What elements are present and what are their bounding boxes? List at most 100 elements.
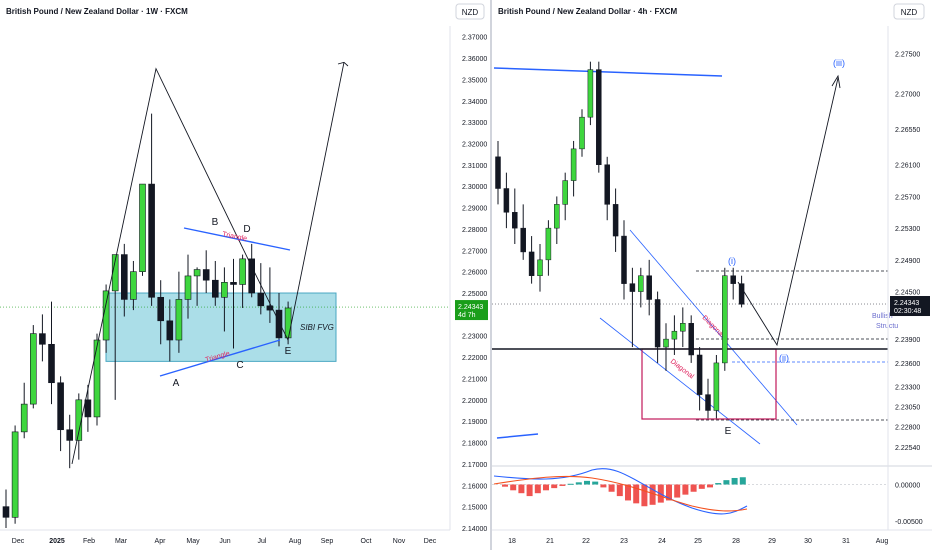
y-tick-label: 2.30000 xyxy=(462,184,487,191)
candle-body xyxy=(266,305,274,311)
candle-body xyxy=(121,254,128,300)
triangle-label-upper: Triangle xyxy=(222,231,248,243)
currency-badge-box[interactable] xyxy=(893,3,925,20)
y-tick-label: 2.22540 xyxy=(895,445,920,452)
candle-body xyxy=(654,299,661,348)
signal-line xyxy=(493,475,748,512)
weekly-chart-title: British Pound / New Zealand Dollar · 1W … xyxy=(6,7,188,16)
candle-body xyxy=(139,183,146,272)
weekly-chart-panel[interactable]: British Pound / New Zealand Dollar · 1W … xyxy=(0,0,490,550)
candle-body xyxy=(166,320,174,341)
candle-body xyxy=(629,283,636,292)
x-tick-label: Mar xyxy=(115,538,128,545)
candle-body xyxy=(66,429,73,441)
current-price-value: 2.24343 xyxy=(894,300,919,307)
macd-histogram-bar xyxy=(502,484,508,487)
currency-badge-box[interactable] xyxy=(455,3,485,20)
candle-body xyxy=(545,227,552,261)
macd-histogram-bar xyxy=(575,482,582,485)
candle-body xyxy=(212,279,219,298)
candle-countdown: 4d 7h xyxy=(458,312,476,319)
candle-body xyxy=(596,69,602,165)
macd-histogram-bar xyxy=(698,484,705,489)
current-price-badge xyxy=(890,296,930,317)
macd-histogram-bar xyxy=(739,477,746,485)
candle-body xyxy=(520,227,526,253)
currency-badge[interactable]: NZD xyxy=(462,8,479,17)
weekly-chart-svg: British Pound / New Zealand Dollar · 1W … xyxy=(0,3,488,545)
candle-body xyxy=(512,212,518,229)
candle-body xyxy=(663,338,669,348)
candle-body xyxy=(239,258,246,285)
candle-body xyxy=(29,333,37,405)
x-tick-label: Nov xyxy=(393,538,406,545)
x-tick-label: Jun xyxy=(219,538,230,545)
current-price-value: 2.24343 xyxy=(458,304,483,311)
y-tick-label: 2.18000 xyxy=(462,441,487,448)
candle-body xyxy=(570,148,577,181)
macd-histogram-bar xyxy=(584,480,590,485)
fvg-zone xyxy=(105,292,337,362)
candle-countdown: 02:30:48 xyxy=(894,308,921,315)
x-tick-label: 29 xyxy=(768,538,776,545)
currency-badge[interactable]: NZD xyxy=(901,8,918,17)
h4-chart-svg: British Pound / New Zealand Dollar · 4h … xyxy=(492,0,932,550)
macd-histogram-bar xyxy=(666,484,672,501)
macd-histogram-bar xyxy=(641,484,648,507)
candle-body xyxy=(84,399,92,418)
projection-arrowhead xyxy=(337,61,349,67)
y-tick-label: 2.26550 xyxy=(895,127,920,134)
candle-body xyxy=(157,296,164,322)
y-tick-label: 2.23300 xyxy=(895,385,920,392)
wave-label-E: E xyxy=(285,346,292,357)
macd-histogram-bar xyxy=(559,484,566,486)
x-tick-label: 23 xyxy=(620,538,628,545)
candle-body xyxy=(612,204,619,237)
y-tick-label: 2.26100 xyxy=(895,163,920,170)
x-tick-label: 24 xyxy=(658,538,666,545)
y-tick-label: 2.23050 xyxy=(895,405,920,412)
candle-body xyxy=(646,275,652,300)
y-tick-label: 2.33000 xyxy=(462,120,487,127)
candle-body xyxy=(562,180,568,205)
macd-histogram-bar xyxy=(707,484,713,488)
x-tick-label: Feb xyxy=(83,538,95,545)
candle-body xyxy=(248,258,255,294)
candle-body xyxy=(671,330,678,340)
candle-body xyxy=(230,282,237,285)
y-tick-label: 2.27000 xyxy=(462,248,487,255)
candle-body xyxy=(284,307,292,339)
x-tick-label: Dec xyxy=(12,538,25,545)
x-tick-label: Sep xyxy=(321,538,334,545)
x-tick-label: 18 xyxy=(508,538,516,545)
y-tick-label: 2.32000 xyxy=(462,141,487,148)
wave-label-e: E xyxy=(725,426,732,437)
candle-body xyxy=(275,309,283,339)
projection-arrowhead xyxy=(831,74,841,89)
y-tick-label: 2.23600 xyxy=(895,361,920,368)
candle-body xyxy=(705,394,711,411)
macd-histogram-bar xyxy=(534,484,541,494)
candle-body xyxy=(148,183,155,298)
pane-divider[interactable] xyxy=(490,0,492,550)
y-tick-label: 2.21000 xyxy=(462,376,487,383)
macd-histogram-bar xyxy=(592,481,599,485)
y-tick-label: 2.15000 xyxy=(462,505,487,512)
wave-label-iii: (iii) xyxy=(833,58,845,68)
x-tick-label: 21 xyxy=(546,538,554,545)
macd-histogram-bar xyxy=(682,484,689,495)
candle-body xyxy=(495,156,501,189)
x-tick-label: Oct xyxy=(361,538,372,545)
macd-tick-label: -0.00500 xyxy=(895,519,923,526)
y-tick-label: 2.23900 xyxy=(895,337,920,344)
macd-histogram-bar xyxy=(674,484,681,498)
y-tick-label: 2.36000 xyxy=(462,56,487,63)
candle-body xyxy=(20,403,28,433)
candle-body xyxy=(604,164,610,205)
candle-body xyxy=(193,269,201,277)
candle-body xyxy=(730,275,736,284)
h4-chart-panel[interactable]: British Pound / New Zealand Dollar · 4h … xyxy=(492,0,932,550)
wave-label-C: C xyxy=(236,360,243,371)
fvg-label: SIBI FVG xyxy=(300,323,334,332)
wave-label-D: D xyxy=(243,224,250,235)
